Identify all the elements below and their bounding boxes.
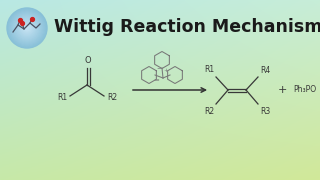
Text: +: + <box>277 85 287 95</box>
Circle shape <box>11 12 43 44</box>
Circle shape <box>7 8 47 48</box>
Circle shape <box>8 9 46 47</box>
Circle shape <box>19 20 35 36</box>
Text: +: + <box>164 68 169 73</box>
Text: O: O <box>85 56 92 65</box>
Circle shape <box>26 27 28 29</box>
Circle shape <box>22 23 32 33</box>
Circle shape <box>18 19 36 37</box>
Circle shape <box>16 17 38 39</box>
Circle shape <box>17 18 37 38</box>
Circle shape <box>13 14 41 42</box>
Circle shape <box>20 21 34 35</box>
Text: R3: R3 <box>260 107 270 116</box>
Circle shape <box>12 13 42 43</box>
Circle shape <box>25 26 29 30</box>
Text: R2: R2 <box>204 107 214 116</box>
Circle shape <box>14 15 40 41</box>
Circle shape <box>10 11 44 45</box>
Text: R1: R1 <box>57 93 67 102</box>
Circle shape <box>9 10 45 46</box>
Text: −: − <box>156 66 162 71</box>
Circle shape <box>21 22 33 34</box>
Circle shape <box>24 25 30 31</box>
Text: =: = <box>153 77 159 83</box>
Circle shape <box>23 24 31 32</box>
Text: R4: R4 <box>260 66 270 75</box>
Circle shape <box>15 16 39 40</box>
Text: R2: R2 <box>107 93 117 102</box>
Text: Ph₃PO: Ph₃PO <box>293 86 316 94</box>
Text: R1: R1 <box>204 65 214 74</box>
Text: Wittig Reaction Mechanism: Wittig Reaction Mechanism <box>54 18 320 36</box>
